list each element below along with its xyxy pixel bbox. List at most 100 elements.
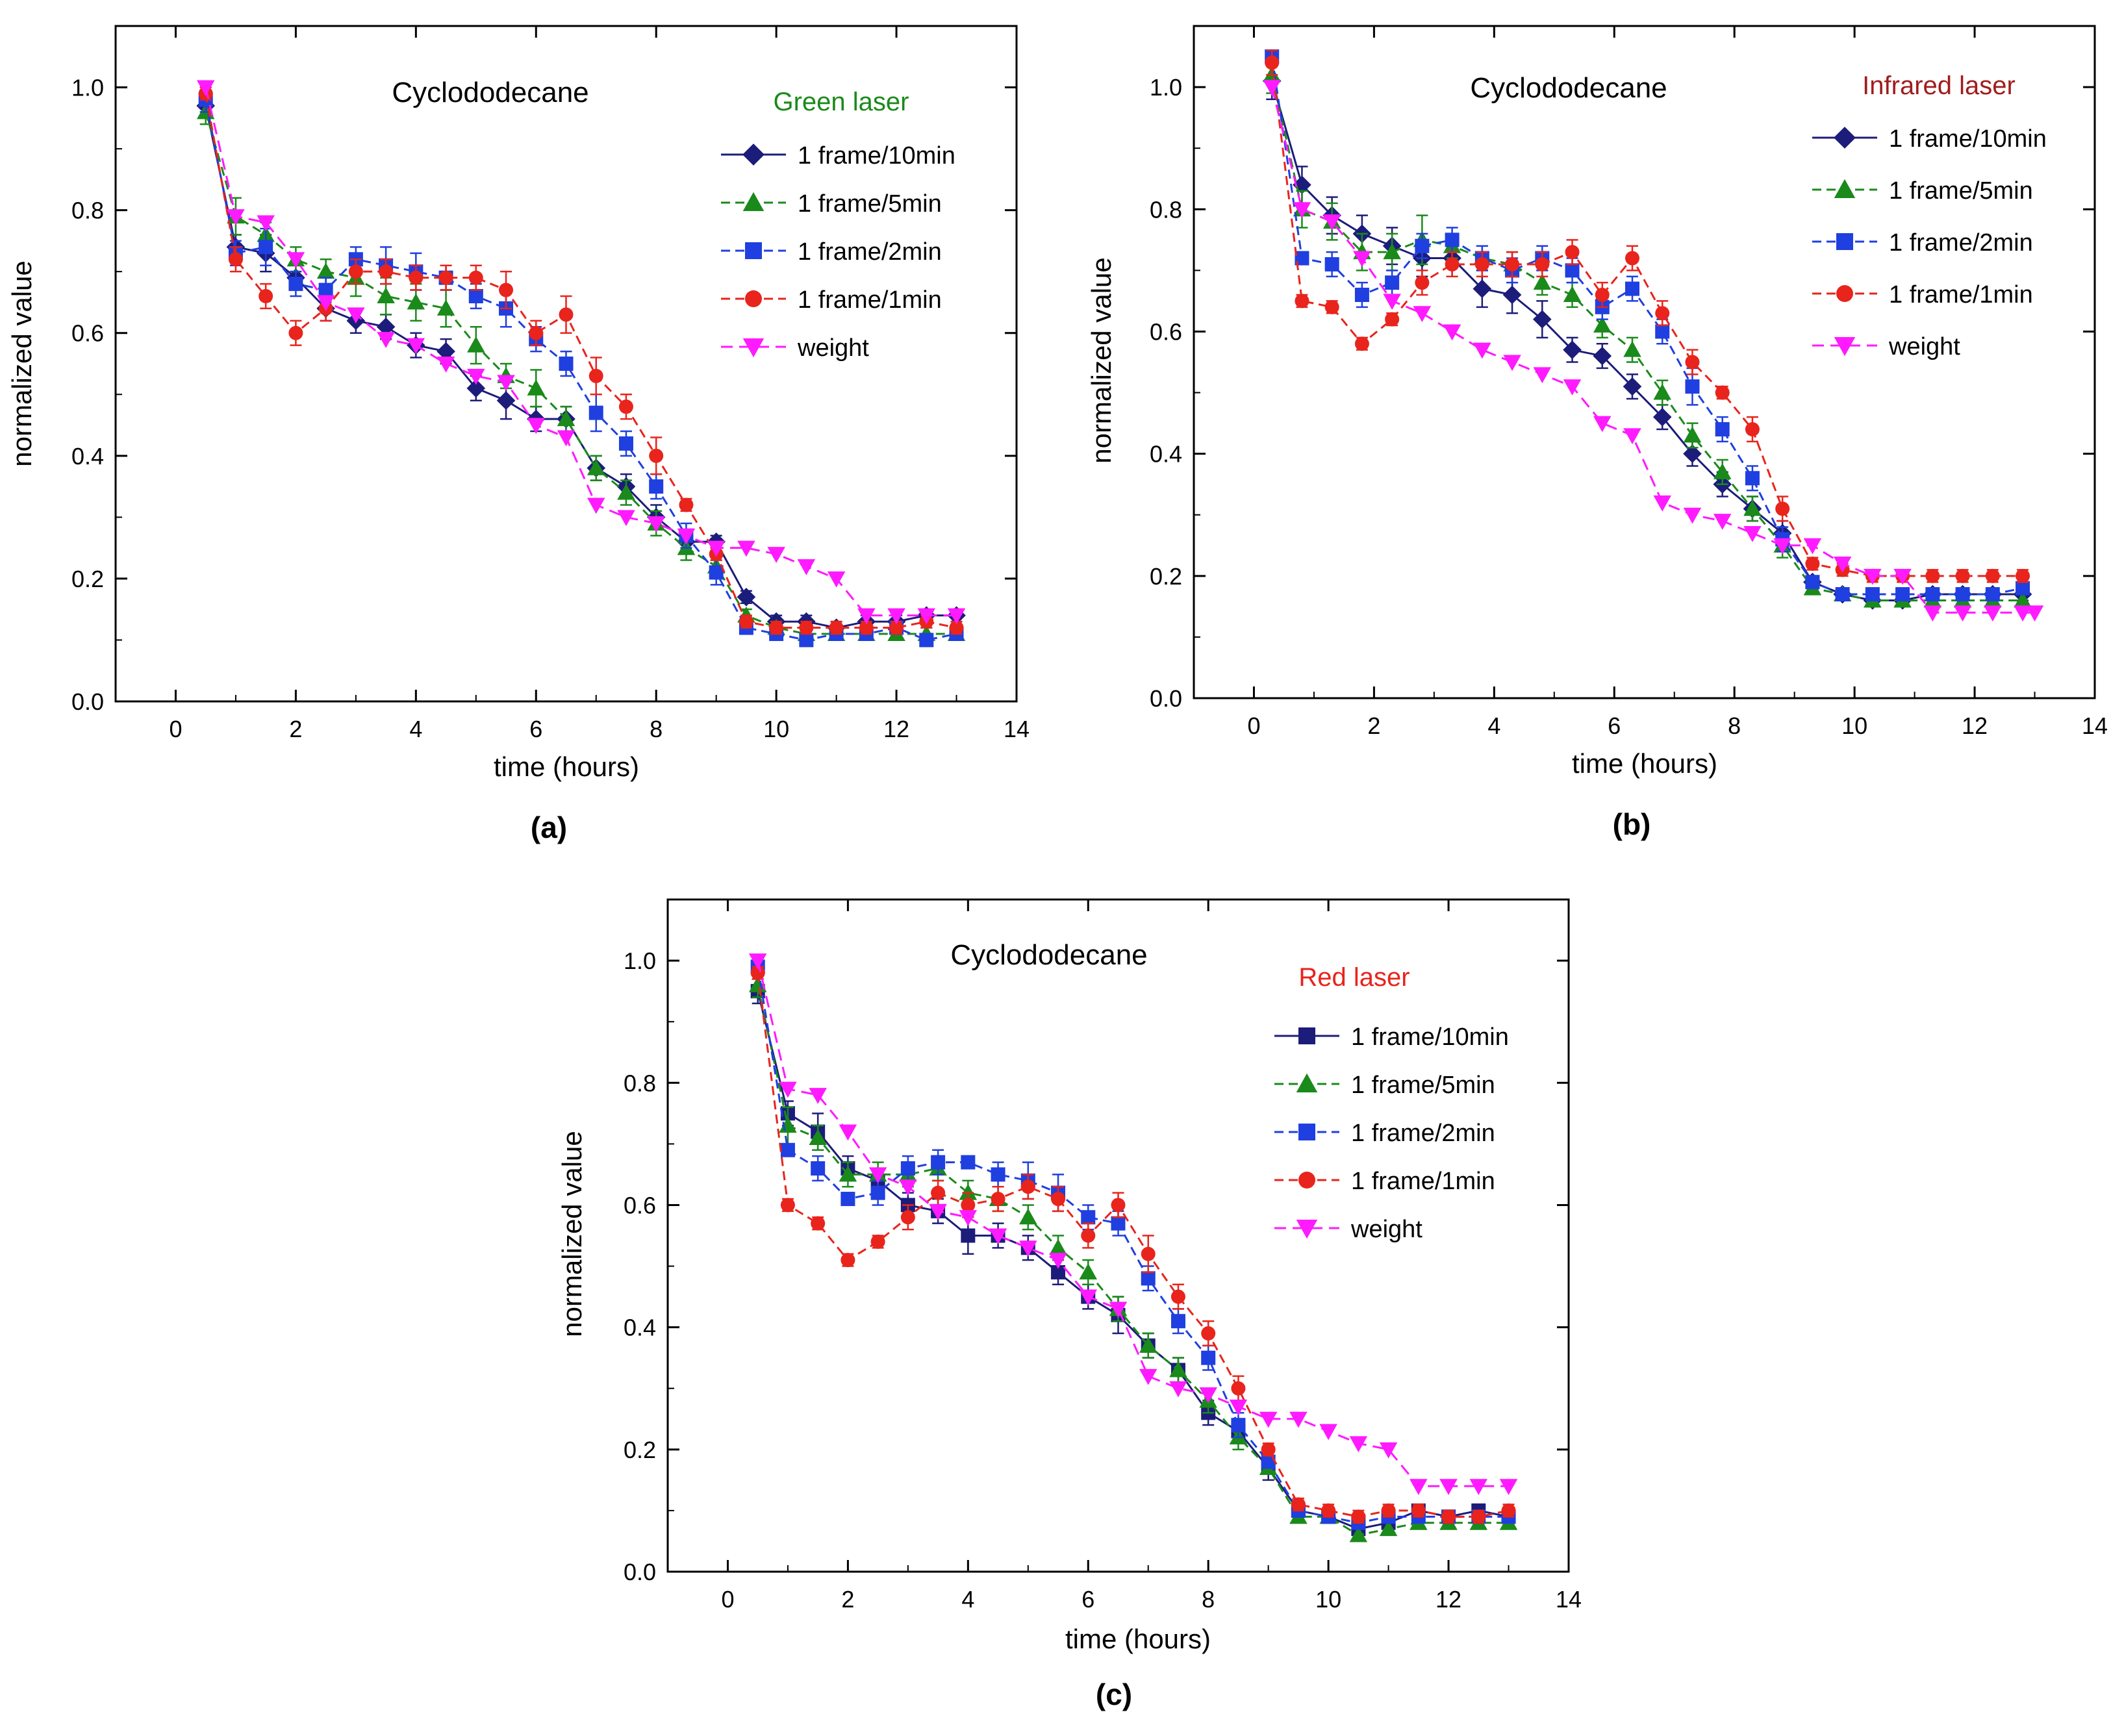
data-point: [1713, 514, 1732, 530]
data-point: [1593, 416, 1612, 433]
data-point: [737, 587, 756, 607]
data-point: [1593, 346, 1612, 366]
data-point: [1263, 80, 1281, 96]
data-point: [1625, 281, 1640, 296]
data-point: [1595, 288, 1610, 302]
y-tick-label: 0.8: [71, 197, 104, 224]
data-point: [1441, 1509, 1456, 1524]
data-point: [929, 1203, 947, 1220]
y-tick-label: 1.0: [1150, 74, 1182, 101]
data-point: [1324, 299, 1339, 314]
legend-label: 1 frame/1min: [1351, 1168, 1495, 1195]
data-point: [1170, 1289, 1185, 1304]
x-tick-label: 12: [883, 716, 909, 742]
data-point: [409, 270, 424, 285]
data-point: [1049, 1239, 1067, 1255]
data-point: [991, 1167, 1005, 1182]
chart-title: Cyclododecane: [392, 77, 588, 108]
series-weight: [1263, 80, 2044, 622]
series-weight: [748, 953, 1518, 1496]
data-point: [1625, 251, 1640, 266]
legend-label: 1 frame/10min: [798, 142, 955, 170]
data-point: [499, 283, 514, 297]
x-tick-label: 2: [289, 716, 302, 742]
data-point: [1051, 1264, 1066, 1279]
legend-title: Green laser: [774, 88, 909, 116]
data-point: [466, 379, 486, 398]
data-point: [1201, 1326, 1216, 1341]
y-tick-label: 0.4: [71, 443, 104, 470]
data-point: [959, 1210, 978, 1227]
x-tick-label: 0: [721, 1586, 734, 1613]
legend-item: 1 frame/1min: [1274, 1168, 1495, 1195]
data-point: [677, 528, 696, 545]
x-tick-label: 8: [650, 716, 663, 742]
data-point: [1081, 1210, 1096, 1225]
data-point: [407, 338, 425, 355]
data-point: [1141, 1246, 1156, 1261]
data-point: [1445, 257, 1460, 271]
data-point: [780, 1198, 795, 1213]
legend-label: 1 frame/2min: [1351, 1120, 1495, 1147]
legend-label: 1 frame/5min: [798, 190, 942, 218]
data-point: [1535, 257, 1550, 271]
data-point: [1683, 507, 1702, 524]
legend-item: 1 frame/5min: [1812, 177, 2033, 205]
y-tick-label: 0.4: [1150, 441, 1182, 468]
legend-label: weight: [1888, 333, 1960, 360]
data-point: [707, 540, 726, 557]
data-point: [1295, 294, 1309, 308]
x-tick-label: 14: [2082, 712, 2108, 739]
data-point: [857, 608, 876, 625]
data-point: [1265, 55, 1280, 70]
legend-item: 1 frame/2min: [721, 238, 942, 266]
legend-marker: [1298, 1172, 1315, 1189]
data-point: [2014, 605, 2032, 622]
data-point: [1231, 1418, 1246, 1433]
data-point: [1745, 422, 1760, 436]
data-point: [376, 317, 396, 336]
legend-item: 1 frame/1min: [1812, 281, 2033, 308]
data-point: [1623, 377, 1642, 396]
legend-label: 1 frame/5min: [1889, 177, 2033, 205]
data-point: [257, 215, 275, 232]
x-tick-label: 4: [1487, 712, 1500, 739]
data-point: [1502, 285, 1522, 305]
data-point: [1170, 1314, 1185, 1329]
x-tick-label: 14: [1556, 1586, 1582, 1613]
data-point: [1322, 214, 1341, 231]
series-1-frame-1min: [750, 965, 1516, 1524]
series-line: [205, 105, 957, 629]
data-point: [1925, 568, 1940, 583]
legend-label: 1 frame/10min: [1889, 125, 2047, 153]
data-point: [2025, 605, 2044, 622]
data-point: [1985, 568, 2000, 583]
legend-marker: [1298, 1124, 1315, 1140]
legend-marker: [742, 338, 765, 358]
data-point: [1563, 379, 1582, 396]
data-point: [348, 264, 363, 279]
legend-label: 1 frame/1min: [798, 286, 942, 314]
data-point: [467, 336, 485, 353]
data-point: [286, 252, 305, 269]
data-point: [1445, 233, 1460, 247]
data-point: [1473, 342, 1491, 359]
y-tick-label: 0.0: [71, 688, 104, 715]
data-point: [917, 608, 936, 625]
data-point: [900, 1161, 915, 1176]
data-point: [989, 1228, 1007, 1245]
data-point: [1139, 1368, 1157, 1385]
legend-label: 1 frame/1min: [1889, 281, 2033, 308]
legend-label: weight: [1350, 1216, 1422, 1243]
y-axis-label: normalized value: [6, 260, 37, 467]
data-point: [931, 1185, 946, 1200]
legend-marker: [1836, 285, 1853, 302]
data-point: [1295, 251, 1309, 266]
data-point: [959, 1183, 978, 1200]
legend-item: weight: [1812, 333, 1960, 360]
data-point: [557, 430, 575, 447]
data-point: [288, 277, 303, 292]
data-point: [1324, 257, 1339, 271]
data-point: [709, 565, 724, 580]
data-point: [527, 418, 546, 434]
